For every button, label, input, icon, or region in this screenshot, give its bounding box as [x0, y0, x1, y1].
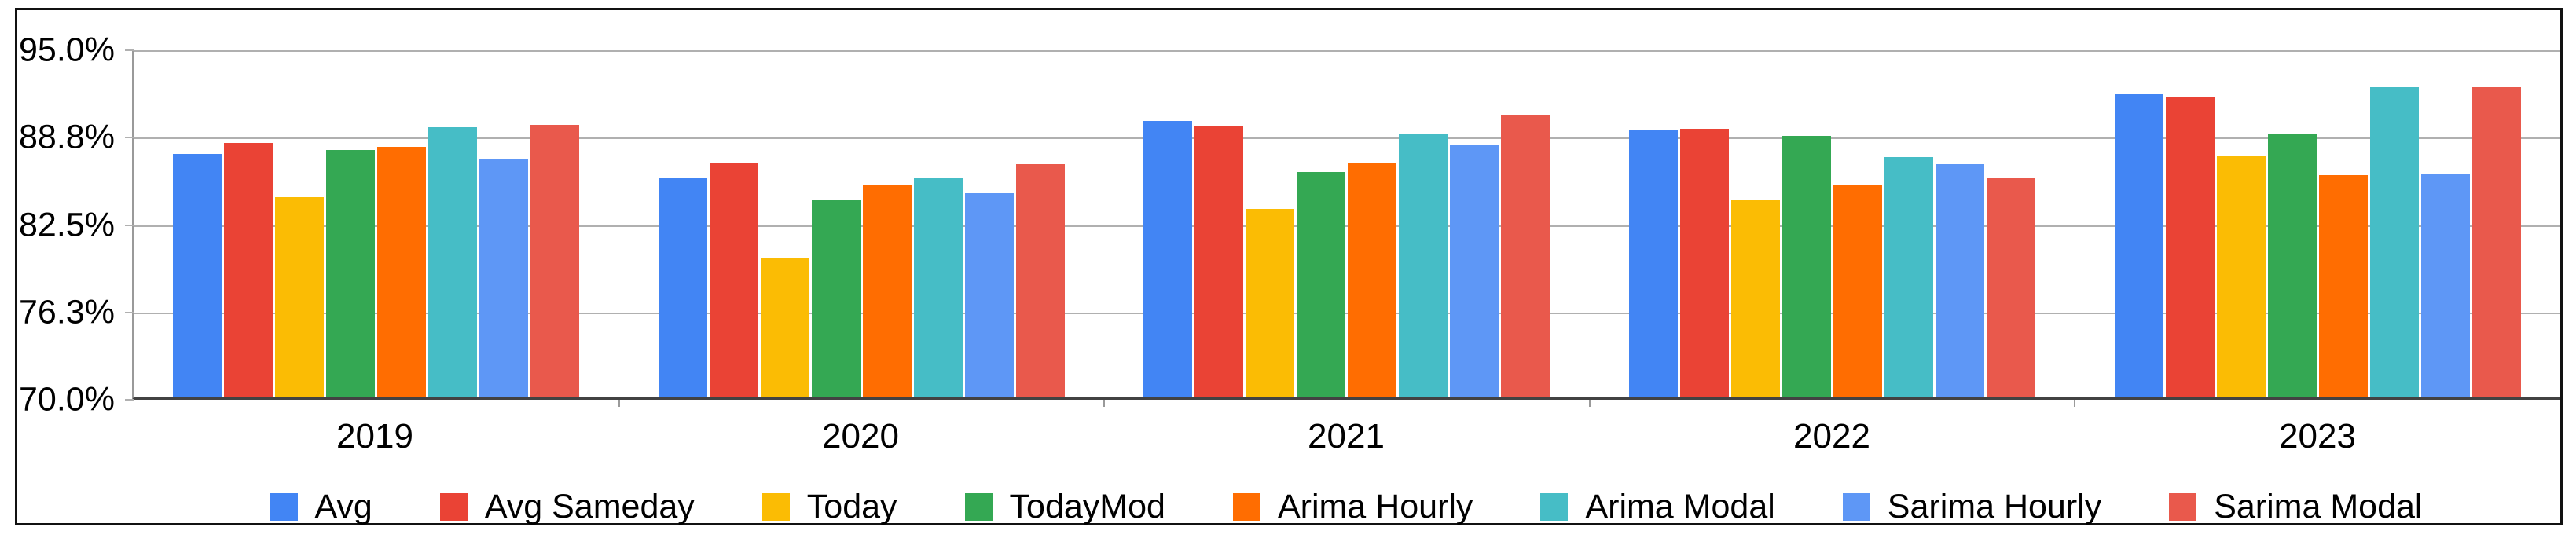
legend-label: Sarima Hourly: [1887, 487, 2102, 525]
y-tick-label: 82.5%: [19, 206, 115, 243]
legend-label: Avg: [314, 487, 372, 525]
y-axis-tick: [125, 49, 134, 51]
legend: Avg Avg Sameday Today TodayMod Arima Hourly A…: [132, 489, 2560, 524]
legend-swatch-icon: [964, 492, 993, 521]
y-axis-tick: [125, 224, 134, 226]
legend-label: Avg Sameday: [484, 487, 695, 525]
bar-arima-modal-2021[interactable]: [1399, 133, 1448, 397]
bar-arima-hourly-2023[interactable]: [2318, 174, 2368, 397]
bar-sarima-modal-2021[interactable]: [1501, 115, 1550, 397]
legend-item-todaymod: TodayMod: [964, 487, 1165, 525]
legend-item-arima-modal: Arima Modal: [1540, 487, 1775, 525]
legend-swatch-icon: [270, 492, 298, 521]
legend-label: Arima Modal: [1585, 487, 1775, 525]
x-axis-tick: [1588, 400, 1591, 407]
bar-arima-hourly-2021[interactable]: [1348, 162, 1397, 397]
legend-swatch-icon: [2169, 492, 2197, 521]
y-axis-tick: [125, 399, 134, 401]
y-tick-label: 76.3%: [19, 293, 115, 331]
x-axis-label-2022: 2022: [1793, 417, 1870, 456]
bar-avg-sameday-2019[interactable]: [224, 143, 273, 397]
bar-todaymod-2020[interactable]: [811, 200, 861, 397]
x-axis-label-2020: 2020: [822, 417, 899, 456]
x-axis-label-2021: 2021: [1308, 417, 1385, 456]
y-tick-label: 70.0%: [19, 380, 115, 419]
bar-group-2019: [134, 50, 619, 397]
gridline: [134, 50, 2560, 52]
bar-arima-hourly-2022[interactable]: [1833, 185, 1883, 397]
y-tick-label: 95.0%: [19, 31, 115, 69]
bar-today-2019[interactable]: [275, 197, 325, 397]
bar-avg-2019[interactable]: [173, 154, 222, 397]
bar-arima-modal-2019[interactable]: [428, 127, 478, 397]
bar-arima-hourly-2020[interactable]: [862, 185, 912, 397]
legend-label: TodayMod: [1009, 487, 1165, 525]
x-axis-tick: [1103, 400, 1106, 407]
legend-swatch-icon: [1842, 492, 1870, 521]
bar-avg-sameday-2022[interactable]: [1680, 129, 1730, 397]
plot-area: [125, 49, 2560, 407]
bar-today-2020[interactable]: [760, 258, 809, 397]
gridline: [134, 225, 2560, 227]
bar-arima-modal-2022[interactable]: [1884, 156, 1934, 397]
legend-item-arima-hourly: Arima Hourly: [1232, 487, 1473, 525]
bar-sarima-hourly-2023[interactable]: [2420, 174, 2470, 397]
gridline: [134, 312, 2560, 314]
bar-arima-modal-2020[interactable]: [913, 178, 963, 397]
bar-sarima-hourly-2021[interactable]: [1450, 144, 1499, 397]
bar-group-2022: [1590, 50, 2075, 397]
bar-sarima-modal-2023[interactable]: [2471, 86, 2521, 397]
bar-today-2023[interactable]: [2216, 156, 2266, 397]
bar-group-2020: [619, 50, 1105, 397]
bar-arima-hourly-2019[interactable]: [377, 147, 427, 397]
y-axis-tick: [125, 311, 134, 313]
bar-groups: [134, 50, 2560, 397]
bar-group-2023: [2075, 50, 2560, 397]
bar-avg-sameday-2023[interactable]: [2165, 97, 2215, 397]
legend-swatch-icon: [1232, 492, 1260, 521]
x-axis-tick: [2074, 400, 2076, 407]
bar-avg-sameday-2020[interactable]: [709, 162, 758, 397]
bar-avg-2020[interactable]: [658, 178, 707, 397]
y-tick-label: 88.8%: [19, 118, 115, 156]
x-axis-label-2023: 2023: [2279, 417, 2356, 456]
bar-arima-modal-2023[interactable]: [2369, 86, 2419, 397]
legend-swatch-icon: [1540, 492, 1569, 521]
x-axis-label-2019: 2019: [336, 417, 413, 456]
bar-todaymod-2023[interactable]: [2267, 133, 2317, 397]
bar-todaymod-2019[interactable]: [326, 149, 376, 397]
bar-sarima-hourly-2022[interactable]: [1936, 163, 1985, 397]
bar-sarima-hourly-2020[interactable]: [964, 193, 1014, 397]
bar-avg-2021[interactable]: [1143, 120, 1193, 397]
bar-avg-sameday-2021[interactable]: [1194, 126, 1244, 397]
legend-label: Sarima Modal: [2214, 487, 2423, 525]
gridline: [134, 137, 2560, 140]
legend-item-avg-sameday: Avg Sameday: [439, 487, 695, 525]
x-axis-tick: [618, 400, 620, 407]
bar-today-2021[interactable]: [1246, 208, 1295, 397]
bar-sarima-modal-2020[interactable]: [1015, 163, 1065, 397]
legend-item-sarima-modal: Sarima Modal: [2169, 487, 2423, 525]
bar-avg-2022[interactable]: [1629, 130, 1679, 397]
bar-avg-2023[interactable]: [2114, 93, 2163, 397]
legend-label: Today: [806, 487, 897, 525]
legend-swatch-icon: [761, 492, 790, 521]
legend-label: Arima Hourly: [1277, 487, 1473, 525]
legend-item-sarima-hourly: Sarima Hourly: [1842, 487, 2102, 525]
bar-todaymod-2022[interactable]: [1782, 136, 1832, 397]
x-axis-labels: 2019 2020 2021 2022 2023: [132, 416, 2560, 457]
y-axis-tick: [125, 137, 134, 139]
bar-sarima-modal-2019[interactable]: [530, 124, 580, 397]
bar-group-2021: [1104, 50, 1590, 397]
legend-swatch-icon: [439, 492, 468, 521]
chart-frame: 95.0% 88.8% 82.5% 76.3% 70.0% 2019 2020 2021 20…: [15, 8, 2563, 525]
bar-sarima-hourly-2019[interactable]: [479, 159, 529, 397]
bar-today-2022[interactable]: [1731, 200, 1781, 397]
legend-item-today: Today: [761, 487, 897, 525]
bar-todaymod-2021[interactable]: [1297, 172, 1346, 397]
legend-item-avg: Avg: [270, 487, 372, 525]
bar-sarima-modal-2022[interactable]: [1987, 178, 2036, 397]
